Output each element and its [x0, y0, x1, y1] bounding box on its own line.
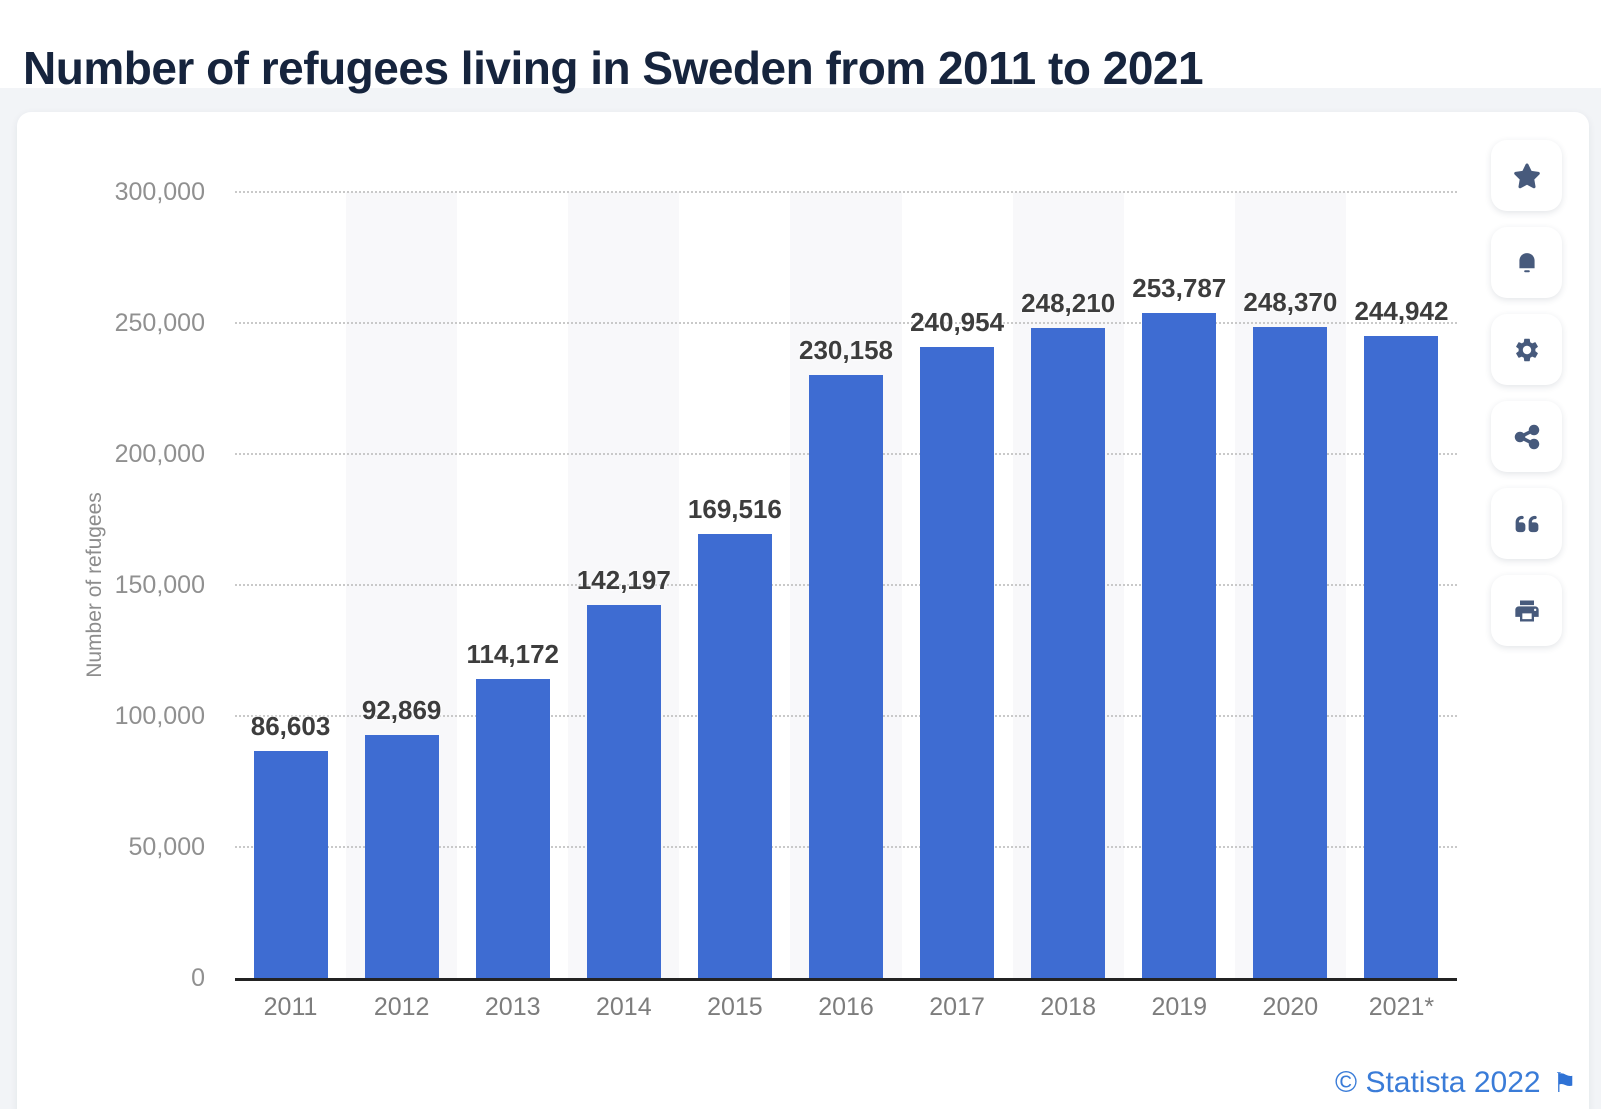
statista-credit-link[interactable]: © Statista 2022 ⚑	[1335, 1066, 1577, 1100]
bar-value-label: 86,603	[250, 711, 331, 742]
y-tick-label: 150,000	[114, 571, 205, 599]
y-tick-label: 200,000	[114, 440, 205, 468]
bar-value-label: 240,954	[910, 306, 1005, 337]
bar-value-label: 253,787	[1132, 273, 1227, 304]
print-button[interactable]	[1491, 575, 1562, 646]
x-tick-label: 2021*	[1368, 993, 1435, 1021]
y-tick-label: 100,000	[114, 702, 205, 730]
bar-2019[interactable]	[1142, 313, 1217, 978]
share-button[interactable]	[1491, 401, 1562, 472]
star-icon	[1513, 163, 1540, 188]
bar-value-label: 169,516	[687, 493, 782, 524]
y-tick-label: 300,000	[114, 178, 205, 206]
y-axis-title: Number of refugees	[83, 492, 106, 678]
x-tick-label: 2016	[818, 993, 874, 1021]
page-title: Number of refugees living in Sweden from…	[23, 41, 1204, 94]
y-tick-label: 250,000	[114, 309, 205, 337]
alerts-button[interactable]	[1491, 227, 1562, 298]
x-tick-label: 2020	[1262, 993, 1319, 1021]
bell-icon	[1518, 252, 1535, 272]
gear-icon	[1515, 338, 1538, 361]
bar-value-label: 248,210	[1021, 287, 1116, 318]
bar-2021[interactable]	[1364, 336, 1439, 978]
bar-value-label: 248,370	[1243, 287, 1338, 318]
settings-button[interactable]	[1491, 314, 1562, 385]
favorite-button[interactable]	[1491, 140, 1562, 211]
bar-value-label: 142,197	[576, 565, 671, 596]
gridline	[235, 191, 1457, 193]
bar-2011[interactable]	[253, 751, 328, 978]
print-icon	[1514, 600, 1539, 621]
bar-2020[interactable]	[1253, 327, 1328, 978]
bar-2013[interactable]	[475, 678, 550, 978]
quote-icon	[1515, 515, 1538, 532]
x-tick-label: 2015	[707, 993, 763, 1021]
share-icon	[1514, 424, 1539, 449]
x-tick-label: 2013	[484, 993, 541, 1021]
bar-2012[interactable]	[364, 734, 439, 978]
x-axis-baseline	[235, 978, 1457, 981]
bar-2015[interactable]	[697, 533, 772, 978]
bar-2018[interactable]	[1031, 327, 1106, 978]
bar-value-label: 244,942	[1354, 296, 1449, 327]
bar-2016[interactable]	[809, 374, 883, 978]
statista-credit-text: © Statista 2022	[1335, 1066, 1541, 1099]
x-tick-label: 2011	[263, 993, 318, 1021]
x-tick-label: 2014	[596, 993, 652, 1021]
flag-icon: ⚑	[1552, 1067, 1577, 1099]
x-tick-label: 2018	[1040, 993, 1096, 1021]
x-tick-label: 2019	[1151, 993, 1208, 1021]
bar-value-label: 230,158	[799, 334, 893, 365]
gridline	[235, 322, 1457, 324]
bar-2014[interactable]	[586, 605, 661, 978]
x-tick-label: 2012	[373, 993, 430, 1021]
y-tick-label: 0	[191, 964, 205, 992]
bar-value-label: 114,172	[466, 638, 559, 669]
bar-2017[interactable]	[920, 346, 995, 978]
citation-button[interactable]	[1491, 488, 1562, 559]
y-tick-label: 50,000	[128, 833, 205, 861]
x-tick-label: 2017	[929, 993, 985, 1021]
bar-value-label: 92,869	[361, 694, 442, 725]
